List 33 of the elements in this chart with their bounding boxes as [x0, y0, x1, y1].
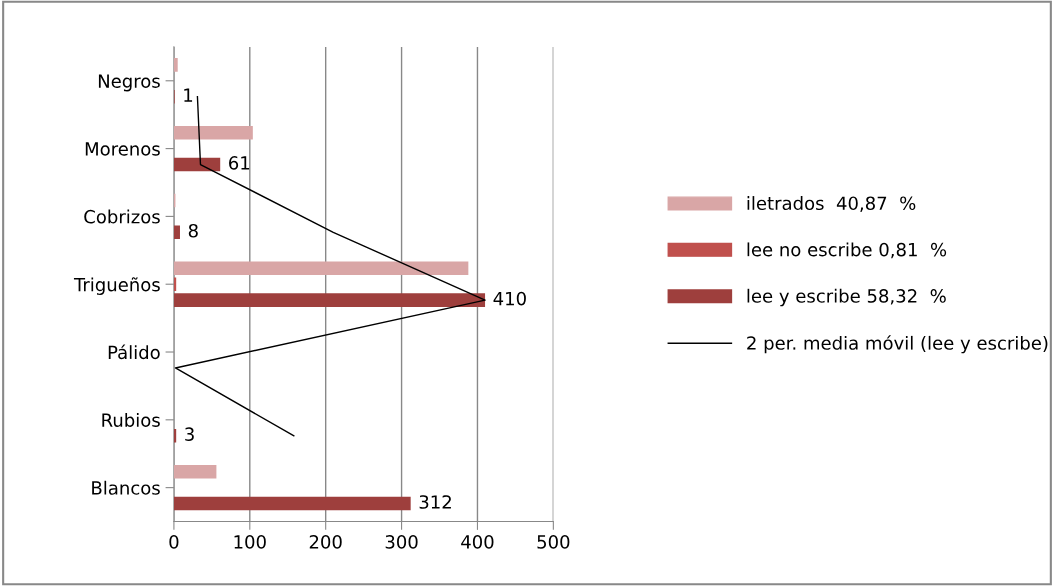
legend-label: iletrados 40,87 % [747, 196, 916, 212]
data-label: 312 [419, 495, 451, 509]
bar [173, 125, 253, 140]
bar [173, 58, 178, 72]
bar [173, 464, 217, 479]
y-tick-label: Trigueños [73, 277, 160, 295]
x-tick-label: 300 [385, 535, 418, 549]
x-tick-label: 100 [234, 535, 266, 549]
bar [173, 277, 177, 291]
x-tick-label: 500 [537, 535, 570, 549]
y-tick-label: Rubios [102, 412, 160, 427]
bar [173, 261, 469, 276]
legend-label: lee y escribe 58,32 % [747, 288, 946, 307]
x-tick-label: 200 [309, 535, 342, 549]
data-label: 3 [185, 427, 194, 441]
x-tick-label: 400 [461, 535, 494, 549]
data-label: 61 [229, 156, 250, 170]
bar [173, 225, 180, 240]
bar [173, 293, 486, 307]
data-label: 1 [184, 88, 193, 102]
y-tick-label: Cobrizos [84, 209, 160, 224]
data-label: 410 [493, 291, 526, 306]
y-tick-label: Pálido [108, 344, 160, 360]
y-tick-label: Blancos [92, 480, 160, 495]
bar [173, 496, 411, 511]
data-label: 8 [188, 223, 198, 238]
x-tick-label: 0 [169, 535, 179, 549]
legend-label: 2 per. media móvil (lee y escribe) [747, 335, 1048, 354]
y-tick-label: Negros [98, 74, 160, 92]
bar [173, 428, 177, 443]
y-tick-label: Morenos [85, 142, 160, 156]
legend-label: lee no escribe 0,81 % [747, 242, 947, 259]
bar [173, 157, 221, 172]
